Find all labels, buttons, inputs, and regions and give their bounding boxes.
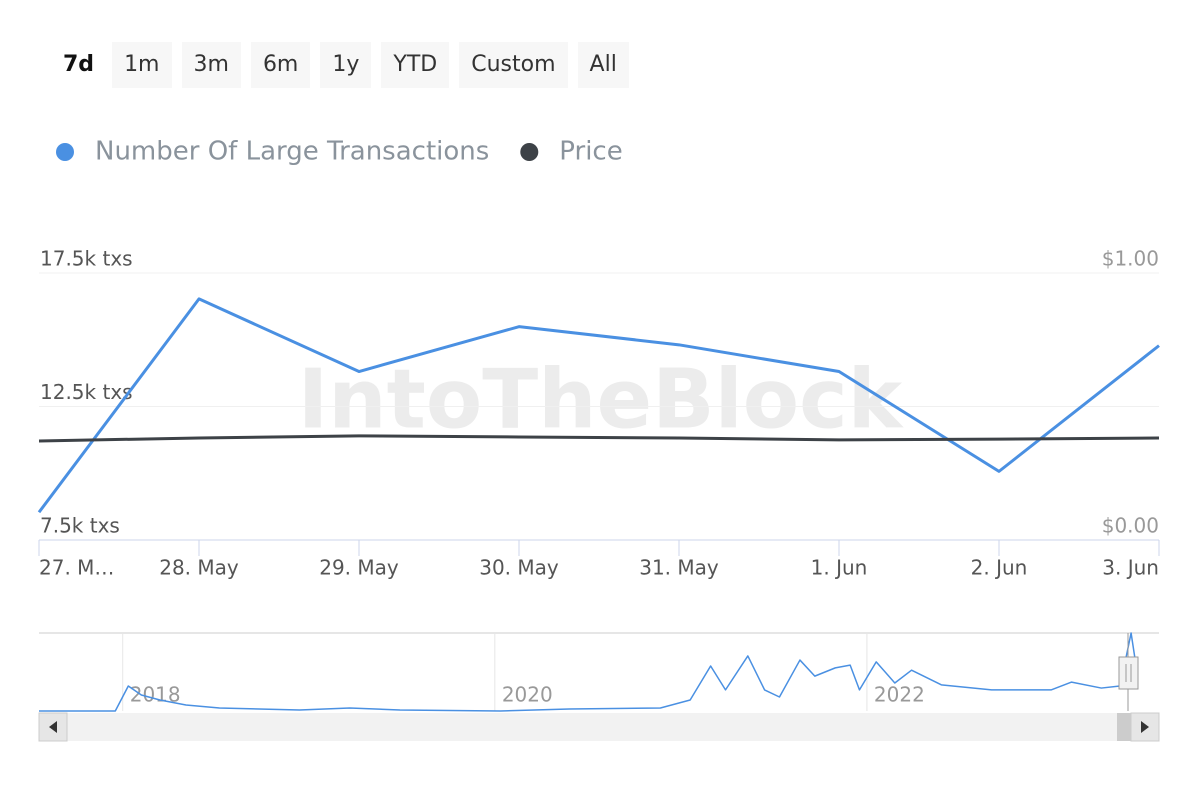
y2-tick-label: $1.00 xyxy=(1102,247,1159,271)
y-tick-label: 7.5k txs xyxy=(40,514,120,538)
range-button[interactable]: 3m xyxy=(181,42,241,88)
navigator-line xyxy=(39,632,1138,712)
scrollbar-track xyxy=(39,713,1159,741)
navigator-handle xyxy=(1118,656,1139,690)
legend-marker xyxy=(56,143,74,161)
x-tick-label: 27. M… xyxy=(39,556,114,580)
x-tick-label: 3. Jun xyxy=(1102,556,1159,580)
navigator-tick-label: 2022 xyxy=(874,683,925,707)
range-button[interactable]: 1m xyxy=(112,42,172,88)
series-line xyxy=(37,297,1160,514)
x-tick-label: 1. Jun xyxy=(811,556,868,580)
scrollbar-thumb xyxy=(1117,713,1131,741)
range-button[interactable]: 6m xyxy=(250,42,311,88)
x-tick-label: 29. May xyxy=(319,556,399,580)
legend-item[interactable]: Number Of Large Transactions xyxy=(56,137,489,167)
legend-marker xyxy=(520,143,539,161)
range-selector: 7d 1m 3m 6m 1y YTD Custom All xyxy=(55,42,629,88)
x-tick-label: 30. May xyxy=(479,556,559,580)
navigator-tick-label: 2020 xyxy=(502,683,553,707)
arrow xyxy=(1141,721,1149,733)
x-tick-label: 31. May xyxy=(639,556,719,580)
legend-item[interactable]: Price xyxy=(520,137,623,167)
range-button[interactable]: YTD xyxy=(381,42,450,88)
range-button[interactable]: 7d xyxy=(63,52,95,77)
range-button[interactable]: All xyxy=(577,42,629,88)
range-button[interactable]: Custom xyxy=(459,42,568,88)
watermark: IntoTheBlock xyxy=(298,352,905,447)
range-button[interactable]: 1y xyxy=(320,42,372,88)
y-tick-label: 17.5k txs xyxy=(40,247,133,271)
legend-label: Number Of Large Transactions xyxy=(95,137,489,167)
y-tick-label: 12.5k txs xyxy=(40,380,133,404)
arrow xyxy=(49,721,57,733)
legend-label: Price xyxy=(559,137,622,167)
series-line xyxy=(38,434,1160,443)
x-tick-label: 2. Jun xyxy=(971,556,1028,580)
y2-tick-label: $0.00 xyxy=(1102,514,1159,538)
x-tick-label: 28. May xyxy=(159,556,239,580)
